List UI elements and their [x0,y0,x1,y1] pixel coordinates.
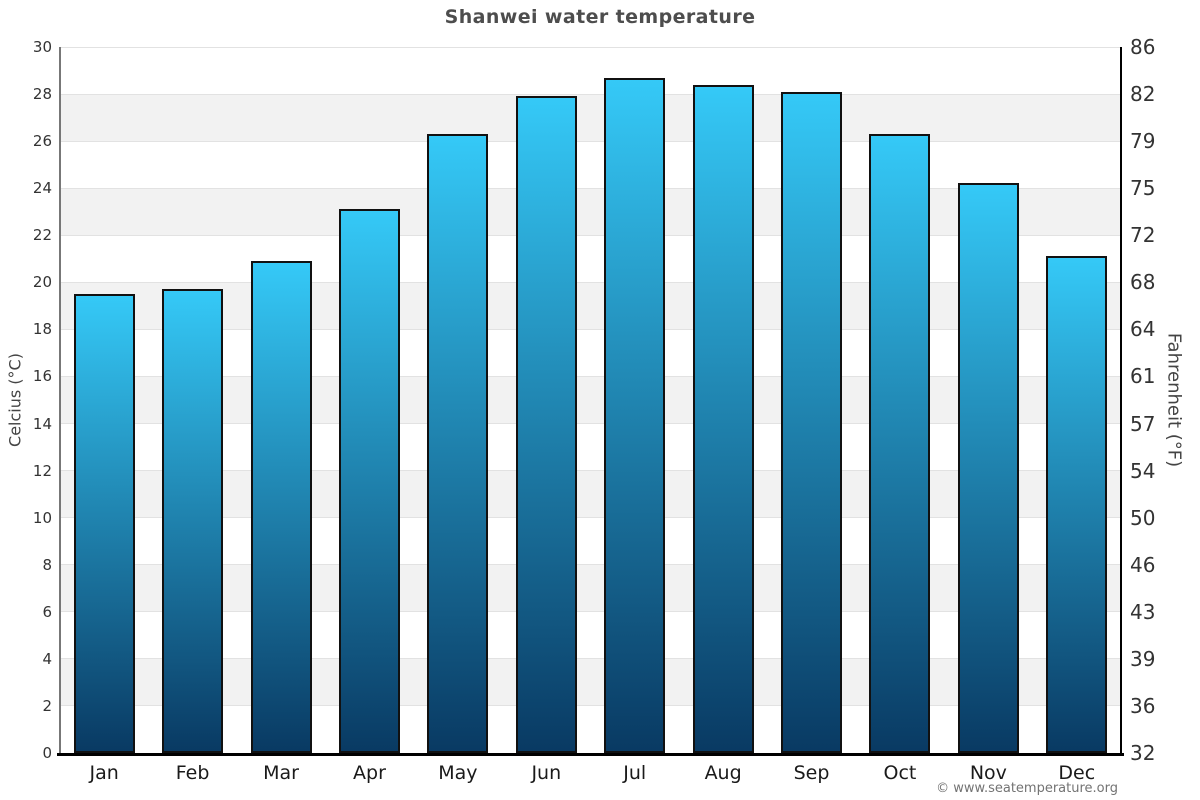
plot-area [60,46,1121,753]
grid-band [60,94,1121,142]
y-tick-fahrenheit: 68 [1130,270,1156,295]
x-tick-month: Dec [1058,762,1096,784]
gridline [60,517,1121,519]
x-tick-month: Jan [89,762,119,784]
gridline [60,470,1121,472]
y-tick-celsius: 6 [42,602,52,621]
gridline [60,140,1121,142]
bar-oct [869,134,931,753]
y-tick-celsius: 2 [42,696,52,715]
grid-band [60,141,1121,189]
x-tick-month: Jun [531,762,562,784]
gridline [60,705,1121,707]
grid-band [60,47,1121,95]
y-tick-celsius: 0 [42,744,52,762]
x-tick-month: Oct [883,762,917,784]
grid-band [60,564,1121,612]
y-tick-celsius: 26 [32,132,52,151]
y-tick-fahrenheit: 64 [1130,317,1156,342]
x-tick-month: Mar [263,762,299,784]
gridline [60,375,1121,377]
gridline [60,328,1121,330]
x-tick-month: Feb [175,762,210,784]
gridline [60,187,1121,189]
y-tick-fahrenheit: 50 [1130,505,1156,530]
y-tick-fahrenheit: 72 [1130,223,1156,248]
grid-band [60,705,1121,753]
copyright: © www.seatemperature.org [936,781,1118,796]
gridline [60,658,1121,660]
y-axis-line-left [59,47,61,753]
chart-title: Shanwei water temperature [444,6,756,28]
gridline [60,46,1121,48]
grid-band [60,611,1121,659]
grid-band [60,470,1121,518]
x-tick-month: Jul [623,762,647,784]
grid-band [60,658,1121,706]
grid-band [60,282,1121,330]
bar-may [427,134,489,753]
x-tick-month: May [438,762,478,784]
y-tick-fahrenheit: 36 [1130,693,1156,718]
y-tick-celsius: 30 [32,38,52,56]
gridline [60,564,1121,566]
x-tick-month: Aug [704,762,742,784]
grid-band [60,329,1121,377]
gridline [60,611,1121,613]
y-tick-fahrenheit: 57 [1130,411,1156,436]
grid-band [60,188,1121,236]
y-tick-celsius: 20 [32,273,52,292]
bar-dec [1046,256,1108,753]
x-tick-month: Apr [353,762,386,784]
y-tick-fahrenheit: 61 [1130,364,1156,389]
x-tick-month: Nov [969,762,1007,784]
y-tick-celsius: 22 [32,226,52,245]
grid-band [60,517,1121,565]
y-tick-celsius: 18 [32,320,52,339]
bar-mar [250,261,312,753]
bar-apr [338,209,400,753]
y-tick-fahrenheit: 32 [1130,741,1156,765]
y-tick-celsius: 14 [32,414,52,433]
grid-band [60,235,1121,283]
bar-sep [781,92,843,753]
y-axis-title-fahrenheit: Fahrenheit (°F) [1163,332,1185,468]
y-axis-line-right [1120,47,1122,756]
y-tick-celsius: 24 [32,179,52,198]
y-tick-fahrenheit: 79 [1130,129,1156,154]
y-tick-fahrenheit: 46 [1130,552,1156,577]
y-tick-celsius: 8 [42,555,52,574]
gridline [60,234,1121,236]
gridline [60,423,1121,425]
y-tick-celsius: 4 [42,649,52,668]
y-tick-fahrenheit: 86 [1130,35,1156,59]
x-tick-month: Sep [793,762,830,784]
y-tick-celsius: 10 [32,508,52,527]
y-tick-celsius: 12 [32,461,52,480]
bar-jun [515,96,577,753]
x-axis-line-bottom [57,753,1124,756]
y-tick-fahrenheit: 75 [1130,176,1156,201]
bar-jan [73,294,135,753]
y-tick-fahrenheit: 43 [1130,599,1156,624]
y-tick-fahrenheit: 39 [1130,646,1156,671]
bar-jul [604,78,666,753]
y-tick-fahrenheit: 54 [1130,458,1156,483]
y-tick-celsius: 16 [32,367,52,386]
gridline [60,93,1121,95]
grid-band [60,423,1121,471]
bar-feb [162,289,224,753]
y-tick-fahrenheit: 82 [1130,82,1156,107]
bar-nov [957,183,1019,753]
y-tick-celsius: 28 [32,85,52,104]
gridline [60,281,1121,283]
bar-aug [692,85,754,753]
grid-band [60,376,1121,424]
